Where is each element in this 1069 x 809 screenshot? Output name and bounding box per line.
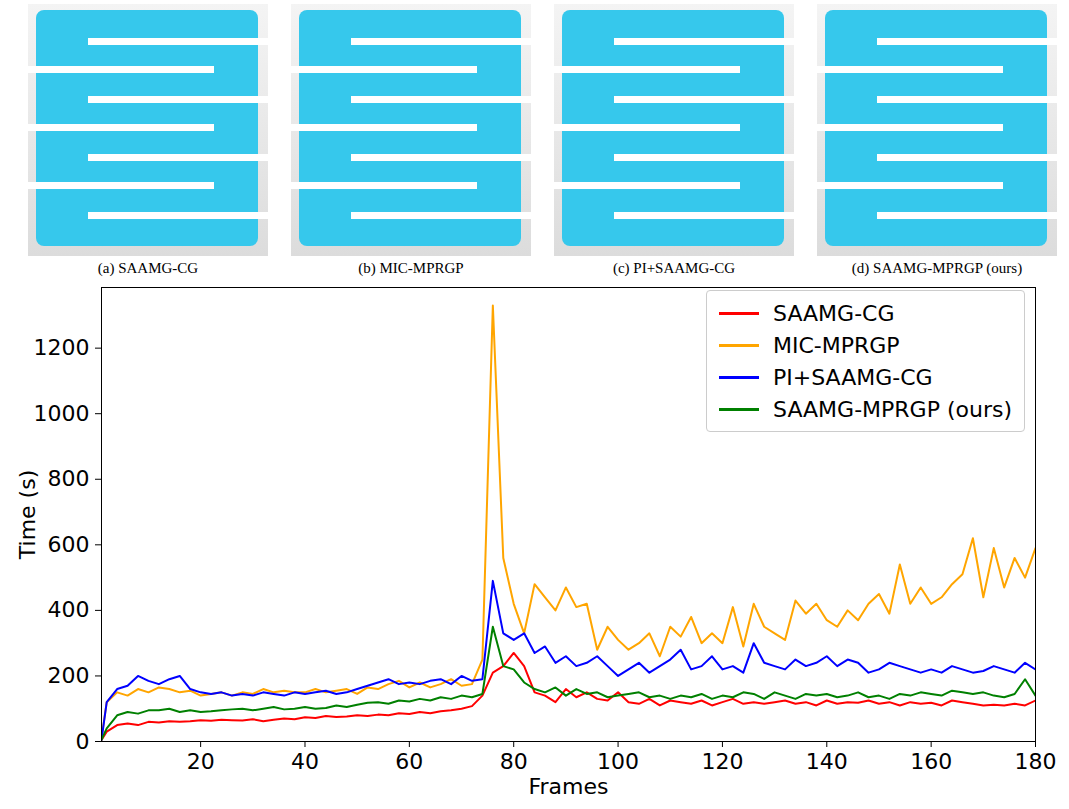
svg-text:800: 800 <box>48 466 90 491</box>
svg-text:40: 40 <box>291 749 319 774</box>
svg-text:120: 120 <box>701 749 743 774</box>
html-text:(b) MIC-MPRGP: (b) MIC-MPRGP <box>358 260 464 276</box>
html-text:PI+SAAMG-CG: PI+SAAMG-CG <box>773 364 933 390</box>
html-text:SAAMG-MPRGP (ours): SAAMG-MPRGP (ours) <box>773 396 1012 422</box>
svg-text:1000: 1000 <box>34 401 90 426</box>
svg-text:20: 20 <box>187 749 215 774</box>
svg-text:Frames: Frames <box>528 774 608 799</box>
svg-text:200: 200 <box>48 663 90 688</box>
svg-text:140: 140 <box>806 749 848 774</box>
html-text:(d) SAAMG-MPRGP (ours): (d) SAAMG-MPRGP (ours) <box>851 260 1023 276</box>
svg-text:400: 400 <box>48 597 90 622</box>
svg-text:180: 180 <box>1015 749 1057 774</box>
html-text:SAAMG-CG: SAAMG-CG <box>773 300 895 326</box>
svg-text:0: 0 <box>76 729 90 754</box>
html-text:(a) SAAMG-CG: (a) SAAMG-CG <box>97 260 199 276</box>
svg-text:160: 160 <box>910 749 952 774</box>
svg-text:100: 100 <box>597 749 639 774</box>
svg-text:600: 600 <box>48 532 90 557</box>
svg-text:60: 60 <box>395 749 423 774</box>
html-text:MIC-MPRGP: MIC-MPRGP <box>773 332 900 358</box>
svg-text:1200: 1200 <box>34 335 90 360</box>
svg-text:80: 80 <box>500 749 528 774</box>
svg-text:Time (s): Time (s) <box>15 470 40 560</box>
html-text:(c) PI+SAAMG-CG: (c) PI+SAAMG-CG <box>612 260 736 276</box>
